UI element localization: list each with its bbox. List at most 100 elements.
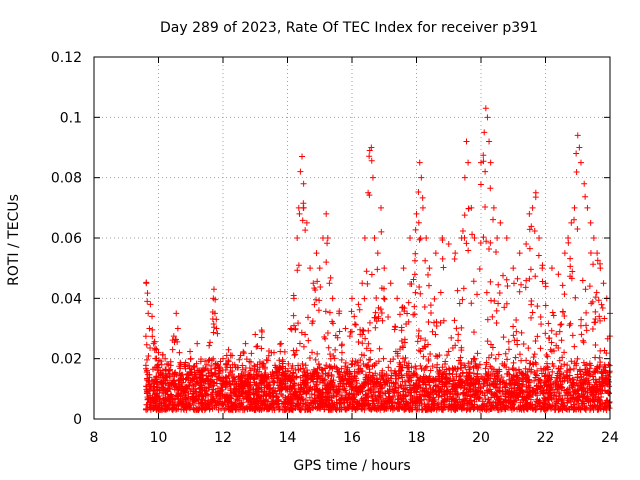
data-point [595, 297, 602, 304]
data-point [254, 394, 261, 401]
data-point [548, 348, 555, 355]
data-point [481, 401, 488, 408]
data-point [167, 385, 174, 392]
data-point [351, 313, 358, 320]
data-point [303, 219, 310, 226]
data-point [549, 309, 556, 316]
data-point [556, 357, 563, 364]
data-point [402, 402, 409, 409]
data-point [255, 397, 262, 404]
data-point [209, 386, 216, 393]
data-point [400, 265, 407, 272]
data-point [171, 371, 178, 378]
data-point [248, 350, 255, 357]
data-point [354, 388, 361, 395]
data-point [440, 317, 447, 324]
data-point [437, 289, 444, 296]
data-point [437, 319, 444, 326]
data-point [258, 345, 265, 352]
data-point [262, 369, 269, 376]
data-point [461, 362, 468, 369]
data-point [486, 398, 493, 405]
data-point [298, 385, 305, 392]
data-point [314, 375, 321, 382]
x-tick-label: 24 [601, 430, 619, 446]
data-point [302, 401, 309, 408]
data-point [425, 393, 432, 400]
data-point [411, 398, 418, 405]
data-point [535, 252, 542, 259]
data-point [573, 360, 580, 367]
data-point [288, 400, 295, 407]
data-point [577, 322, 584, 329]
data-point [167, 392, 174, 399]
data-point [442, 389, 449, 396]
data-point [246, 382, 253, 389]
data-point [488, 297, 495, 304]
data-point [374, 266, 381, 273]
data-point [556, 328, 563, 335]
data-point [557, 321, 564, 328]
data-point [371, 361, 378, 368]
data-point [143, 406, 150, 413]
data-point [299, 217, 306, 224]
data-point [567, 379, 574, 386]
data-point [444, 394, 451, 401]
data-point [244, 390, 251, 397]
data-point [459, 370, 466, 377]
data-point [492, 376, 499, 383]
data-point [513, 317, 520, 324]
data-point [282, 365, 289, 372]
data-point [574, 226, 581, 233]
data-point [310, 404, 317, 411]
data-point [412, 226, 419, 233]
data-point [202, 397, 209, 404]
data-point [491, 383, 498, 390]
data-point [299, 153, 306, 160]
data-point [392, 324, 399, 331]
data-point [474, 387, 481, 394]
data-point [436, 389, 443, 396]
data-point [333, 399, 340, 406]
data-point [246, 403, 253, 410]
data-point [283, 385, 290, 392]
data-point [447, 389, 454, 396]
data-point [236, 356, 243, 363]
data-point [454, 399, 461, 406]
data-point [429, 405, 436, 412]
data-point [483, 361, 490, 368]
data-point [410, 276, 417, 283]
data-point [324, 235, 331, 241]
data-point [149, 333, 156, 340]
data-point [276, 364, 283, 371]
data-point [503, 300, 510, 307]
data-point [369, 174, 376, 181]
data-point [597, 347, 604, 354]
data-point [594, 250, 601, 257]
data-point [169, 397, 176, 404]
data-point [204, 377, 211, 384]
data-point [326, 280, 333, 287]
data-point [598, 383, 605, 390]
data-point [566, 375, 573, 382]
data-point [574, 374, 581, 381]
data-point [520, 340, 527, 347]
data-point [358, 351, 365, 358]
data-point [580, 337, 587, 344]
data-point [357, 357, 364, 364]
data-point [528, 314, 535, 321]
data-point [463, 138, 470, 145]
chart-title: Day 289 of 2023, Rate Of TEC Index for r… [160, 20, 538, 36]
data-point [297, 168, 304, 175]
data-point [164, 373, 171, 380]
data-point [253, 382, 260, 389]
data-point [346, 368, 353, 375]
data-point [532, 389, 539, 396]
data-point [521, 403, 528, 410]
data-point [527, 266, 534, 273]
data-point [180, 405, 187, 412]
x-tick-label: 14 [279, 430, 297, 446]
data-point [506, 390, 513, 397]
data-point [265, 405, 272, 412]
data-point [530, 361, 537, 368]
